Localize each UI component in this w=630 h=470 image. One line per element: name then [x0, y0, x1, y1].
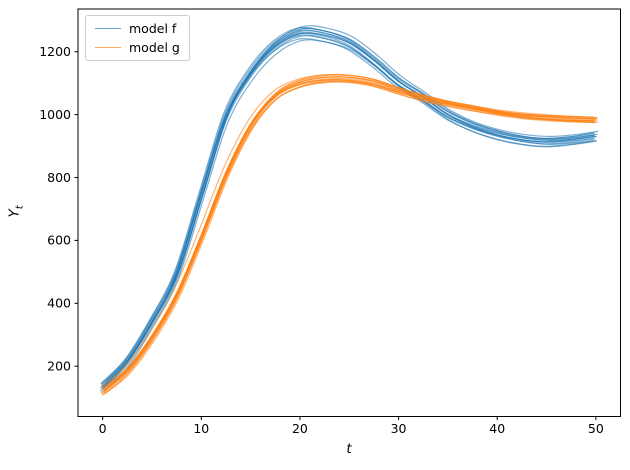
- y-tick-label: 1000: [39, 107, 71, 122]
- legend-label-g: model g: [129, 40, 180, 55]
- ticks-layer: 0 10 20 30 40 50 200 400 600 800 1000 1200: [39, 44, 604, 436]
- series-line-model-g: [102, 76, 596, 391]
- y-axis-label-main: Y: [6, 209, 23, 218]
- series-line-model-f: [103, 39, 598, 393]
- series-line-model-g: [104, 73, 598, 388]
- legend-entry-model-f: model f: [95, 20, 180, 37]
- series-line-model-f: [99, 38, 594, 392]
- series-line-model-g: [100, 78, 595, 394]
- x-tick-label: 40: [489, 421, 505, 436]
- y-axis-label: Yt: [7, 181, 26, 241]
- y-tick-label: 200: [47, 358, 71, 373]
- series-line-model-g: [104, 80, 599, 395]
- series-line-model-f: [104, 25, 599, 383]
- series-line-model-g: [103, 76, 598, 391]
- series-line-model-g: [102, 80, 596, 395]
- y-tick-label: 600: [47, 233, 71, 248]
- series-line-model-f: [102, 35, 597, 390]
- series-line-model-g: [101, 81, 596, 396]
- series-line-model-g: [103, 74, 597, 389]
- y-tick-label: 400: [47, 296, 71, 311]
- y-axis-label-sub: t: [14, 205, 26, 210]
- series-line-model-g: [101, 79, 595, 394]
- series-line-model-f: [100, 29, 595, 386]
- curves-layer: [99, 25, 599, 396]
- y-tick-label: 800: [47, 170, 71, 185]
- x-tick-label: 30: [391, 421, 407, 436]
- legend-label-f: model f: [129, 21, 177, 36]
- series-line-model-f: [100, 34, 595, 390]
- series-line-model-g: [103, 77, 598, 392]
- legend-line-sample-f: [95, 28, 121, 29]
- legend-entry-model-g: model g: [95, 39, 180, 56]
- x-axis-label: t: [346, 441, 352, 457]
- x-tick-label: 0: [99, 421, 107, 436]
- x-tick-label: 10: [193, 421, 209, 436]
- x-tick-label: 20: [292, 421, 308, 436]
- series-line-model-g: [102, 76, 596, 391]
- legend: model f model g: [85, 15, 190, 61]
- series-line-model-f: [101, 27, 595, 385]
- series-line-model-g: [101, 78, 595, 393]
- series-line-model-f: [102, 32, 597, 388]
- x-tick-label: 50: [588, 421, 604, 436]
- series-line-model-f: [100, 32, 595, 388]
- series-line-model-f: [101, 31, 595, 388]
- legend-line-sample-g: [95, 47, 121, 48]
- series-line-model-g: [99, 74, 594, 389]
- series-line-model-f: [100, 26, 594, 385]
- axes-frame: [77, 8, 621, 417]
- y-tick-label: 1200: [39, 44, 71, 59]
- series-line-model-f: [102, 30, 597, 387]
